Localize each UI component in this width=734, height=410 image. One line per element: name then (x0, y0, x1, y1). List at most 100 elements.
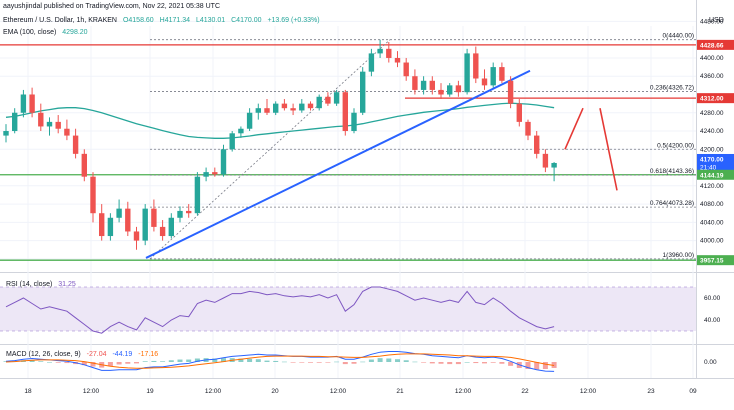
time-label-11: 09 (689, 388, 697, 395)
macd-hist-bar-5 (47, 362, 52, 363)
fib-label-0: 0(4440.00) (663, 33, 694, 40)
candle-body-60 (525, 121, 531, 136)
hist-value: -17.16 (138, 351, 158, 358)
rsi-polyline (5, 286, 555, 334)
rsi-tick-1: 40.00 (704, 317, 721, 324)
rsi-label: RSI (14, close) (6, 281, 52, 288)
candle-body-48 (420, 80, 427, 90)
macd-hist-bar-46 (403, 360, 409, 362)
time-axis: 18 12:00 19 12:00 20 12:00 21 12:00 22 12:00 23 09 (24, 388, 697, 395)
macd-hist-bar-41 (360, 361, 366, 363)
candle-body-63 (551, 162, 557, 168)
macd-hist-bar-3 (29, 360, 35, 362)
candle-body-35 (307, 103, 314, 109)
fib-label-5: 1(3960.00) (663, 252, 694, 259)
price-tick-0: 4480.00 (700, 18, 724, 25)
candle-body-22 (194, 176, 201, 214)
candle-body-12 (107, 217, 114, 237)
time-label-0: 18 (24, 388, 32, 395)
candle-body-44 (386, 48, 392, 58)
candle-body-46 (403, 62, 409, 77)
signal-value: -44.19 (112, 351, 132, 358)
candle-body-55 (481, 78, 488, 86)
macd-hist-bar-54 (473, 362, 479, 364)
candle-body-9 (81, 153, 87, 177)
macd-hist-bar-42 (368, 359, 374, 362)
svg-text:RSI (14, close) 31.25: RSI (14, close) 31.25 (6, 281, 76, 288)
candle-body-21 (186, 210, 192, 214)
badge-ema-text: 4312.00 (700, 96, 724, 103)
candle-body-33 (290, 108, 296, 111)
svg-text:Ethereum / U.S. Dollar, 1h, KR: Ethereum / U.S. Dollar, 1h, KRAKEN O4158… (3, 17, 320, 24)
change-value: +13.69 (+0.33%) (267, 17, 319, 24)
main-legend[interactable]: Ethereum / U.S. Dollar, 1h, KRAKEN O4158… (3, 17, 320, 36)
macd-hist-bar-50 (438, 362, 444, 364)
fib-label-3: 0.618(4143.36) (650, 168, 694, 175)
candle-body-38 (333, 92, 340, 104)
time-label-1: 12:00 (83, 388, 100, 395)
macd-hist-bar-58 (508, 362, 514, 366)
fibonacci-levels: 0(4440.00) 0.236(4326.72) 0.5(4200.00) 0.61… (149, 33, 696, 260)
macd-hist-bar-12 (107, 362, 113, 367)
candle-body-14 (125, 208, 131, 232)
close-value: C4170.00 (231, 17, 261, 24)
candle-body-29 (255, 108, 261, 113)
rsi-indicator (5, 286, 555, 334)
candle-body-18 (159, 226, 166, 237)
macd-hist-bar-18 (160, 361, 166, 362)
macd-hist-bar-63 (551, 362, 557, 368)
candle-body-42 (368, 53, 375, 72)
candle-body-30 (264, 108, 270, 113)
time-label-5: 12:00 (330, 388, 347, 395)
projection-down-line (599, 108, 618, 191)
candle-body-25 (220, 149, 227, 175)
price-tick-4: 4240.00 (700, 128, 724, 135)
price-tick-3: 4280.00 (700, 110, 724, 117)
candle-body-36 (316, 96, 322, 109)
badge-top-text: 4428.66 (700, 42, 724, 49)
candle-body-10 (90, 176, 96, 214)
macd-hist-bar-45 (395, 359, 400, 362)
macd-hist-bar-29 (255, 359, 261, 362)
candle-body-57 (499, 67, 505, 81)
macd-hist-bar-52 (455, 362, 461, 365)
candle-body-34 (299, 103, 305, 111)
candle-body-6 (55, 121, 61, 129)
candle-body-53 (464, 53, 470, 93)
fib-label-2: 0.5(4200.00) (657, 142, 694, 149)
time-label-6: 21 (396, 388, 404, 395)
macd-hist-bar-43 (377, 358, 383, 362)
price-tick-5: 4200.00 (700, 146, 724, 153)
ema-legend-value: 4298.20 (62, 29, 87, 36)
macd-hist-bar-22 (194, 358, 200, 362)
publisher-line: aayushjindal published on TradingView.co… (3, 3, 220, 10)
candle-body-58 (507, 80, 514, 104)
open-value: O4158.60 (123, 17, 154, 24)
macd-hist-bar-47 (412, 361, 418, 363)
candle-body-0 (3, 131, 9, 136)
fib-label-1: 0.236(4326.72) (650, 84, 694, 91)
candle-body-32 (281, 103, 288, 109)
candle-body-47 (412, 76, 418, 90)
candle-body-23 (203, 172, 209, 177)
macd-hist-bar-53 (464, 362, 470, 363)
badge-support-bg (697, 169, 734, 180)
badge-timer-text: 21:40 (700, 164, 717, 171)
low-value: L4130.01 (196, 17, 225, 24)
macd-hist-bar-49 (429, 362, 435, 364)
candle-body-45 (394, 57, 401, 63)
candle-body-56 (490, 67, 496, 86)
macd-hist-bar-20 (177, 359, 183, 362)
macd-legend[interactable]: MACD (12, 26, close, 9) -27.04 -44.19 -1… (6, 351, 158, 358)
macd-hist-bar-57 (499, 362, 505, 364)
candle-body-61 (534, 135, 540, 154)
candle-body-49 (429, 80, 435, 90)
candle-body-15 (133, 231, 140, 241)
candle-body-1 (12, 112, 18, 132)
candle-body-16 (142, 208, 148, 241)
macd-hist-bar-27 (238, 358, 244, 362)
rsi-legend[interactable]: RSI (14, close) 31.25 (6, 281, 76, 288)
